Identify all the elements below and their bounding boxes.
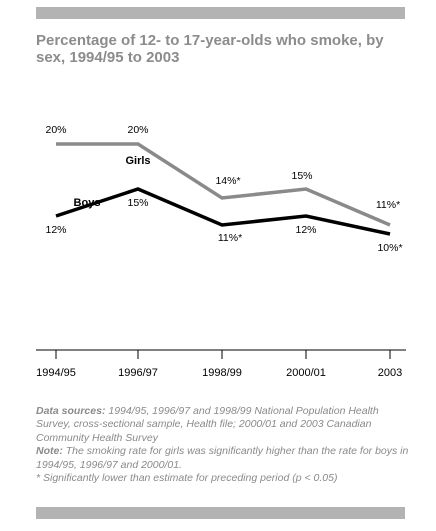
- x-tick-label-4: 2003: [378, 367, 402, 379]
- data-sources-label: Data sources:: [36, 405, 106, 417]
- data-label-girls-3: 15%: [291, 170, 312, 182]
- note-text: The smoking rate for girls was significa…: [36, 445, 409, 471]
- asterisk-note: * Significantly lower than estimate for …: [36, 472, 338, 485]
- x-tick-label-2: 1998/99: [202, 367, 242, 379]
- data-label-boys-0: 12%: [45, 224, 66, 236]
- data-label-boys-3: 12%: [295, 224, 316, 236]
- data-label-girls-4: 11%*: [376, 199, 400, 211]
- data-label-boys-2: 11%*: [218, 232, 242, 244]
- source-notes: Data sources: 1994/95, 1996/97 and 1998/…: [36, 405, 416, 485]
- series-line-girls: [56, 142, 391, 227]
- series-name-girls: Girls: [125, 155, 150, 167]
- data-label-boys-4: 10%*: [377, 242, 402, 254]
- series-name-boys: Boys: [74, 197, 101, 209]
- data-sources-text: 1994/95, 1996/97 and 1998/99 National Po…: [36, 405, 379, 444]
- note-label: Note:: [36, 445, 63, 458]
- data-label-girls-1: 20%: [127, 124, 148, 136]
- bottom-rule: [36, 507, 405, 519]
- x-tick-label-3: 2000/01: [286, 367, 326, 379]
- data-label-girls-0: 20%: [45, 124, 66, 136]
- note: Note: The smoking rate for girls was sig…: [36, 445, 416, 472]
- x-tick-label-0: 1994/95: [36, 367, 76, 379]
- series-line-boys: [55, 187, 391, 236]
- chart-title: Percentage of 12- to 17-year-olds who sm…: [36, 32, 384, 66]
- data-label-boys-1: 15%: [127, 197, 148, 209]
- data-label-girls-2: 14%*: [215, 175, 240, 187]
- top-rule: [36, 7, 405, 19]
- data-sources: Data sources: 1994/95, 1996/97 and 1998/…: [36, 405, 416, 445]
- x-tick-label-1: 1996/97: [118, 367, 158, 379]
